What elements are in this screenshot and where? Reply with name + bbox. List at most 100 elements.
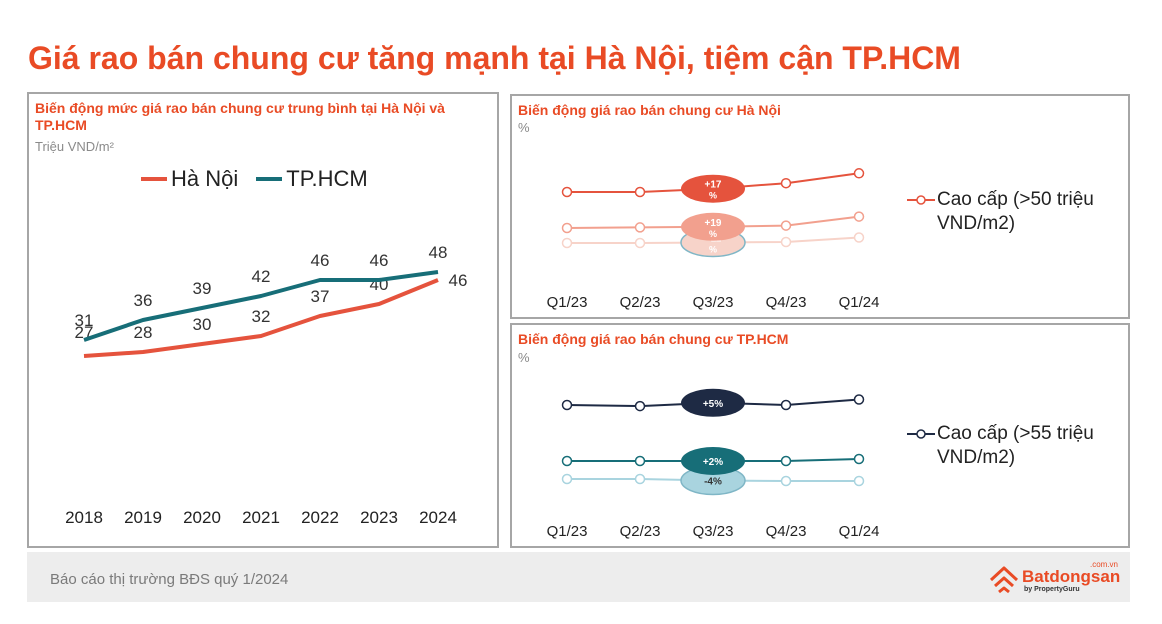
data-label: 32 bbox=[252, 307, 271, 326]
change-badge bbox=[681, 388, 745, 417]
data-point bbox=[634, 400, 646, 412]
data-point bbox=[853, 232, 865, 243]
house-logo-icon bbox=[989, 566, 1019, 594]
line-chart-hcm: Q1/23 Q2/23 Q3/23 Q4/23 Q1/24 -4% +2% +5% bbox=[547, 388, 880, 540]
avg-price-panel: Biến động mức giá rao bán chung cư trung… bbox=[27, 92, 499, 548]
legend-item-hanoi: Hà Nội bbox=[141, 166, 238, 192]
data-point bbox=[561, 222, 573, 234]
legend-label: Cao cấp (>50 triệu VND/m2) bbox=[937, 189, 1094, 234]
x-tick-label: 2019 bbox=[124, 508, 162, 527]
legend-label: Cao cấp (>55 triệu VND/m2) bbox=[937, 423, 1094, 468]
data-point bbox=[561, 473, 573, 485]
legend-marker bbox=[907, 195, 935, 205]
chart-title: Biến động giá rao bán chung cư TP.HCM bbox=[518, 331, 789, 347]
series-line bbox=[83, 270, 439, 342]
report-caption: Báo cáo thị trường BĐS quý 1/2024 bbox=[50, 571, 289, 588]
x-tick-label: Q1/24 bbox=[839, 294, 880, 311]
legend-item-hcm: TP.HCM bbox=[256, 166, 368, 192]
data-label: 39 bbox=[193, 279, 212, 298]
x-tick-label: Q2/23 bbox=[620, 294, 661, 311]
badge-label: % bbox=[709, 229, 717, 239]
data-label: 48 bbox=[429, 243, 448, 262]
data-point bbox=[853, 394, 865, 405]
chart-legend: Cao cấp (>55 triệu VND/m2) bbox=[907, 422, 1132, 470]
legend-label: TP.HCM bbox=[286, 166, 368, 191]
x-tick-label: Q1/23 bbox=[547, 523, 588, 540]
brand-domain: .com.vn bbox=[1089, 560, 1118, 569]
hanoi-quarterly-panel: Biến động giá rao bán chung cư Hà Nội % … bbox=[510, 94, 1130, 319]
x-tick-label: Q2/23 bbox=[620, 523, 661, 540]
chart-unit: % bbox=[518, 120, 530, 135]
data-point bbox=[780, 236, 792, 248]
legend-swatch bbox=[141, 177, 167, 181]
change-badge bbox=[681, 212, 745, 241]
change-badge bbox=[681, 174, 745, 203]
data-label: 31 bbox=[75, 311, 94, 330]
badge-label: +2% bbox=[703, 457, 723, 468]
data-point bbox=[853, 475, 865, 487]
data-point bbox=[780, 177, 792, 189]
data-point bbox=[634, 237, 646, 249]
chart-legend: Hà Nội TP.HCM bbox=[141, 166, 368, 192]
chart-title: Biến động giá rao bán chung cư Hà Nội bbox=[518, 102, 781, 118]
x-tick-label: Q1/24 bbox=[839, 523, 880, 540]
legend-swatch bbox=[256, 177, 283, 181]
data-point bbox=[853, 211, 865, 222]
x-tick-label: Q3/23 bbox=[693, 294, 734, 311]
x-tick-label: 2021 bbox=[242, 508, 280, 527]
data-label: 28 bbox=[134, 323, 153, 342]
data-point bbox=[634, 473, 646, 485]
data-label: 46 bbox=[449, 271, 468, 290]
hcm-quarterly-panel: Biến động giá rao bán chung cư TP.HCM % … bbox=[510, 323, 1130, 548]
data-label: 46 bbox=[370, 251, 389, 270]
chart-title: Biến động mức giá rao bán chung cư trung… bbox=[35, 100, 445, 133]
x-tick-label: 2023 bbox=[360, 508, 398, 527]
x-tick-label: 2018 bbox=[65, 508, 103, 527]
change-badge bbox=[681, 447, 745, 475]
badge-label: +5% bbox=[703, 399, 723, 410]
data-label: 37 bbox=[311, 287, 330, 306]
chart-unit: % bbox=[518, 350, 530, 365]
brand-tagline: by PropertyGuru bbox=[1024, 586, 1080, 593]
data-point bbox=[634, 455, 646, 467]
x-tick-label: Q4/23 bbox=[766, 523, 807, 540]
footer-bar: Báo cáo thị trường BĐS quý 1/2024 Batdon… bbox=[27, 552, 1130, 602]
page-title: Giá rao bán chung cư tăng mạnh tại Hà Nộ… bbox=[28, 40, 961, 76]
x-tick-label: Q4/23 bbox=[766, 294, 807, 311]
data-point bbox=[561, 455, 573, 467]
data-point bbox=[780, 399, 792, 411]
data-point bbox=[561, 399, 573, 411]
data-point bbox=[853, 453, 865, 465]
legend-marker bbox=[907, 429, 935, 439]
brand-logo: Batdongsan .com.vn by PropertyGuru bbox=[988, 560, 1121, 596]
chart-unit: Triệu VND/m² bbox=[35, 139, 114, 154]
data-point bbox=[853, 168, 865, 179]
data-point bbox=[780, 220, 792, 231]
badge-label: +17 bbox=[705, 180, 722, 191]
x-tick-label: 2020 bbox=[183, 508, 221, 527]
legend-label: Hà Nội bbox=[171, 166, 239, 191]
badge-label: % bbox=[709, 191, 717, 201]
data-label: 46 bbox=[311, 251, 330, 270]
data-point bbox=[561, 186, 573, 198]
x-tick-label: 2024 bbox=[419, 508, 457, 527]
brand-name: Batdongsan bbox=[1022, 567, 1121, 586]
x-tick-label: Q1/23 bbox=[547, 294, 588, 311]
data-point bbox=[561, 237, 573, 249]
data-point bbox=[780, 475, 792, 487]
x-tick-label: Q3/23 bbox=[693, 523, 734, 540]
data-point bbox=[780, 455, 792, 467]
chart-legend: Cao cấp (>50 triệu VND/m2) bbox=[907, 188, 1132, 236]
x-tick-label: 2022 bbox=[301, 508, 339, 527]
data-label: 36 bbox=[134, 291, 153, 310]
data-label: 30 bbox=[193, 315, 212, 334]
data-point bbox=[634, 186, 646, 198]
badge-label: % bbox=[709, 245, 717, 255]
badge-label: +19 bbox=[705, 218, 722, 229]
data-label: 42 bbox=[252, 267, 271, 286]
data-point bbox=[634, 222, 646, 233]
series-line bbox=[83, 278, 439, 358]
badge-label: -4% bbox=[704, 477, 722, 488]
